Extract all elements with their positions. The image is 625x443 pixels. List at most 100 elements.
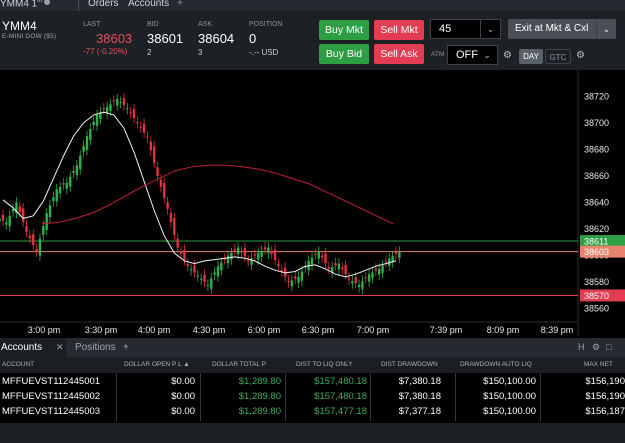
exit-button-label: Exit at Mkt & Cxl [515,23,589,34]
column-header-dollar-total-pl[interactable]: DOLLAR TOTAL P [212,361,266,368]
cell-dollar-total-pl: $1,289.80 [238,391,281,402]
candle-body [149,141,152,151]
price-tick-label: 38660 [584,171,609,181]
cell-drawdown-auto-liq: $150,100.00 [483,406,536,417]
candle-body [75,165,79,176]
tab-chart-ymm4[interactable]: YMM4 1m [0,0,51,10]
tif-gtc-button[interactable]: GTC [545,49,571,64]
candle-body [357,284,361,288]
tab-positions[interactable]: Positions [75,342,116,353]
buy-bid-button[interactable]: Buy Bid [319,44,369,64]
tab-accounts[interactable]: Accounts [128,0,170,9]
candle-body [163,183,166,199]
candle-body [371,272,374,279]
candle-body [193,265,196,273]
column-header-dist-drawdown[interactable]: DIST DRAWDOWN [381,361,438,368]
price-level-tag [580,235,625,248]
time-tick-label: 7:39 pm [430,325,463,335]
candle-body [344,264,347,275]
column-divider [455,373,456,421]
price-chart-svg[interactable]: 3872038700386803866038640386203860038580… [0,70,625,336]
candle-body [92,121,95,126]
time-tick-label: 3:30 pm [85,325,118,335]
candle-body [367,274,371,282]
bid-price: 38601 [147,31,184,46]
cell-account-id: MFFUEVST112445003 [2,406,101,417]
panel-h-icon[interactable]: H [578,342,585,352]
last-label: LAST [83,21,101,28]
price-tick-label: 38620 [584,224,609,234]
price-level-tag [580,289,625,302]
candle-body [341,267,344,269]
candle-body [334,263,337,266]
quantity-value: 45 [439,23,452,35]
candle-body [68,176,72,187]
cell-dollar-total-pl: $1,289.80 [238,406,281,417]
exit-at-mkt-cancel-button[interactable]: Exit at Mkt & Cxl ⌄ [508,19,616,39]
add-panel-tab-button[interactable]: + [123,342,129,353]
time-tick-label: 6:00 pm [248,325,281,335]
candle-body [72,171,75,173]
atm-strategy-select[interactable]: OFF ⌄ [447,45,498,65]
candle-body [320,255,324,258]
candle-body [156,167,159,176]
candle-body [364,277,367,279]
position-pnl: -.-- USD [249,48,279,57]
tab-chart-label: YMM4 1 [0,0,38,10]
candle-body [169,213,173,222]
chevron-down-icon[interactable]: ⌄ [596,19,616,39]
candle-body [179,251,183,254]
candle-body [42,225,45,235]
candle-body [21,208,25,222]
candle-body [233,248,236,251]
cell-drawdown-auto-liq: $150,100.00 [483,376,536,387]
candle-body [330,267,334,273]
column-header-dollar-open-pl[interactable]: DOLLAR OPEN P L ▲ [124,361,190,368]
candle-body [11,209,15,212]
quantity-select[interactable]: 45 ⌄ [430,19,501,39]
position-label: POSITION [249,21,283,28]
column-header-max-net[interactable]: MAX NET [584,361,613,368]
tab-orders[interactable]: Orders [88,0,119,9]
add-tab-button[interactable]: + [177,0,183,9]
candle-body [213,272,216,275]
column-header-drawdown-auto-liq[interactable]: DRAWDOWN AUTO LIQ [460,361,532,368]
close-icon[interactable]: ✕ [56,342,64,352]
buy-mkt-button[interactable]: Buy Mkt [319,20,369,40]
tif-day-button[interactable]: DAY [519,49,543,64]
panel-settings-icon[interactable]: ⚙ [592,342,601,352]
cell-dollar-open-pl: $0.00 [171,376,195,387]
table-row[interactable]: MFFUEVST112445003 $0.00 $1,289.80 $157,477.… [0,404,625,418]
symbol-name[interactable]: YMM4 [2,19,37,33]
active-tab-bg [0,338,66,357]
quote-header: YMM4 E-MINI DOW ($5) LAST 38603 -77 (-0.… [0,11,625,70]
table-row[interactable]: MFFUEVST112445002 $0.00 $1,289.80 $157,480.… [0,389,625,403]
order-settings-gear-icon[interactable]: ⚙ [576,50,585,61]
column-header-account[interactable]: ACCOUNT [2,361,35,368]
candle-body [132,109,136,118]
candle-body [374,268,378,271]
candle-body [95,114,99,126]
candle-body [79,155,82,170]
table-row[interactable]: MFFUEVST112445001 $0.00 $1,289.80 $157,480.… [0,374,625,388]
sell-ask-button[interactable]: Sell Ask [374,44,424,64]
cell-dist-drawdown: $7,377.18 [398,406,441,417]
time-tick-label: 6:30 pm [302,325,335,335]
panel-maximize-icon[interactable]: □ [606,342,612,352]
atm-settings-gear-icon[interactable]: ⚙ [503,50,512,61]
tab-divider [78,0,79,11]
sell-mkt-button[interactable]: Sell Mkt [374,20,424,40]
tab-accounts-panel[interactable]: Accounts [1,342,43,353]
time-tick-label: 4:00 pm [138,325,171,335]
column-header-dist-to-liq[interactable]: DIST TO LIQ ONLY [296,361,353,368]
price-chart[interactable]: 3872038700386803866038640386203860038580… [0,70,625,336]
candle-body [394,252,398,254]
last-price: 38603 [96,31,133,46]
cell-drawdown-auto-liq: $150,100.00 [483,391,536,402]
candle-body [196,275,200,277]
candle-body [105,106,109,114]
price-change: -77 (-0.20%) [83,47,128,56]
cell-account-id: MFFUEVST112445002 [2,391,101,402]
candle-body [82,145,85,152]
candle-body [183,249,186,261]
